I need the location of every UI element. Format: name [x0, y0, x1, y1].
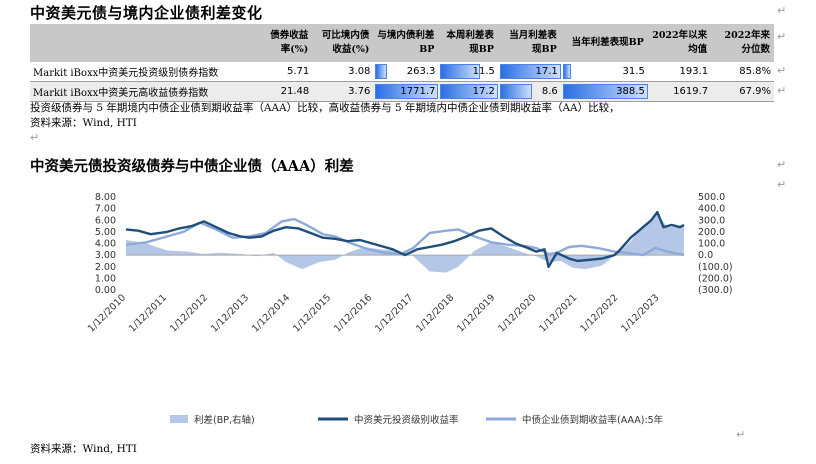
x-tick-label: 1/12/2019: [455, 292, 497, 334]
x-tick-label: 1/12/2023: [619, 292, 661, 334]
y-left-tick-label: 5.00: [95, 227, 116, 238]
chart-source: 资料来源：Wind, HTI: [30, 443, 137, 455]
y-left-tick-label: 8.00: [95, 192, 116, 203]
table-title-text: 中资美元债与境内企业债利差变化: [30, 4, 263, 22]
header-ytd: 当年利差表现BP: [571, 37, 644, 48]
paragraph-mark-icon: ↵: [777, 4, 787, 17]
table-row: Markit iBoxx中资美元高收益债券指数 21.48 3.76 1771.…: [30, 81, 774, 102]
paragraph-mark-icon: ↵: [777, 30, 787, 43]
data-bar: [375, 64, 387, 79]
paragraph-mark-icon: ↵: [777, 84, 787, 97]
y-left-tick-label: 6.00: [95, 215, 116, 226]
x-tick-label: 1/12/2015: [291, 292, 333, 334]
table-title: 中资美元债与境内企业债利差变化: [30, 2, 263, 23]
y-left-tick-label: 0.00: [95, 285, 116, 296]
y-left-tick-label: 1.00: [95, 273, 116, 284]
x-tick-label: 1/12/2010: [86, 292, 128, 334]
paragraph-mark-icon: ↵: [777, 178, 787, 191]
row-domestic: 3.76: [312, 81, 374, 102]
row-ytd: 388.5: [560, 81, 648, 102]
row-domestic: 3.08: [312, 62, 374, 82]
usd-yield-line: [125, 210, 685, 268]
row-week: 17.2: [438, 81, 499, 102]
header-yield: 债券收益率(%): [270, 30, 309, 55]
x-tick-label: 1/12/2013: [209, 292, 251, 334]
row-pct: 85.8%: [711, 62, 774, 82]
paragraph-mark-icon: ↵: [736, 428, 746, 441]
spread-table: 债券收益率(%) 可比境内债收益(%) 与境内债利差BP 本周利差表现BP 当月…: [30, 24, 774, 102]
header-month: 当月利差表现BP: [509, 30, 557, 55]
row-name: Markit iBoxx中资美元投资级别债券指数: [30, 62, 259, 82]
row-yield: 5.71: [258, 62, 313, 82]
x-tick-label: 1/12/2016: [332, 292, 374, 334]
table-source: 资料来源：Wind, HTI: [30, 117, 137, 129]
y-right-tick-label: (300.0): [698, 285, 733, 296]
table-note: 投资级债券与 5 年期境内中债企业债到期收益率（AAA）比较，高收益债券与 5 …: [30, 102, 620, 114]
x-tick-label: 1/12/2022: [578, 292, 620, 334]
legend-label-usd: 中资美元投资级别收益率: [354, 414, 459, 426]
cny-yield-line: [125, 217, 685, 257]
y-right-tick-label: 100.0: [698, 239, 725, 250]
data-bar: [375, 84, 439, 99]
y-right-tick-label: 400.0: [698, 204, 725, 215]
row-name: Markit iBoxx中资美元高收益债券指数: [30, 81, 259, 102]
paragraph-mark-icon: ↵: [30, 131, 40, 144]
x-tick-label: 1/12/2011: [127, 292, 169, 334]
row-month: 17.1: [497, 62, 561, 82]
data-bar: [562, 84, 648, 99]
x-tick-label: 1/12/2012: [168, 292, 210, 334]
row-spread: 1771.7: [373, 81, 439, 102]
x-tick-label: 1/12/2014: [250, 292, 292, 334]
y-right-tick-label: (100.0): [698, 262, 733, 273]
paragraph-mark-icon: ↵: [777, 64, 787, 77]
row-week: 11.5: [438, 62, 498, 82]
chart-title-text: 中资美元债投资级债券与中债企业债（AAA）利差: [30, 158, 354, 175]
y-right-tick-label: 200.0: [698, 227, 725, 238]
paragraph-mark-icon: ↵: [777, 158, 787, 171]
row-month: 8.6: [497, 81, 561, 102]
y-left-tick-label: 2.00: [95, 262, 116, 273]
header-avg: 2022年以来均值: [652, 30, 708, 55]
header-spread: 与境内债利差BP: [377, 30, 435, 55]
header-pct: 2022年来分位数: [724, 30, 770, 55]
table-row: Markit iBoxx中资美元投资级别债券指数 5.71 3.08 263.3…: [30, 62, 774, 82]
table-header-row: 债券收益率(%) 可比境内债收益(%) 与境内债利差BP 本周利差表现BP 当月…: [30, 24, 774, 62]
header-week: 本周利差表现BP: [446, 30, 494, 55]
x-tick-label: 1/12/2021: [537, 292, 579, 334]
data-bar: [440, 64, 480, 79]
row-pct: 67.9%: [711, 81, 774, 102]
legend-swatch-spread: [170, 415, 188, 423]
header-domestic: 可比境内债收益(%): [321, 30, 370, 55]
legend-label-spread: 利差(BP,右轴): [194, 414, 255, 426]
legend-label-cny: 中债企业债到期收益率(AAA):5年: [522, 414, 664, 426]
y-right-tick-label: (200.0): [698, 273, 733, 284]
header-name: [30, 24, 258, 62]
row-avg: 193.1: [647, 62, 712, 82]
data-bar: [499, 64, 561, 79]
y-right-tick-label: 500.0: [698, 192, 725, 203]
y-left-tick-label: 3.00: [95, 250, 116, 261]
x-tick-label: 1/12/2017: [373, 292, 415, 334]
chart-title: 中资美元债投资级债券与中债企业债（AAA）利差: [30, 155, 354, 176]
row-ytd: 31.5: [560, 62, 648, 82]
data-bar: [499, 84, 532, 99]
spread-chart: 8.007.006.005.004.003.002.001.000.00 500.…: [86, 192, 733, 426]
y-left-tick-label: 4.00: [95, 239, 116, 250]
y-left-tick-label: 7.00: [95, 204, 116, 215]
x-tick-label: 1/12/2018: [414, 292, 456, 334]
data-bar: [562, 64, 572, 79]
x-tick-label: 1/12/2020: [496, 292, 538, 334]
y-right-tick-label: 300.0: [698, 215, 725, 226]
spread-area: [126, 214, 684, 273]
row-yield: 21.48: [258, 81, 313, 102]
row-avg: 1619.7: [647, 81, 712, 102]
y-right-tick-label: 0.0: [698, 250, 713, 261]
row-spread: 263.3: [373, 62, 439, 82]
